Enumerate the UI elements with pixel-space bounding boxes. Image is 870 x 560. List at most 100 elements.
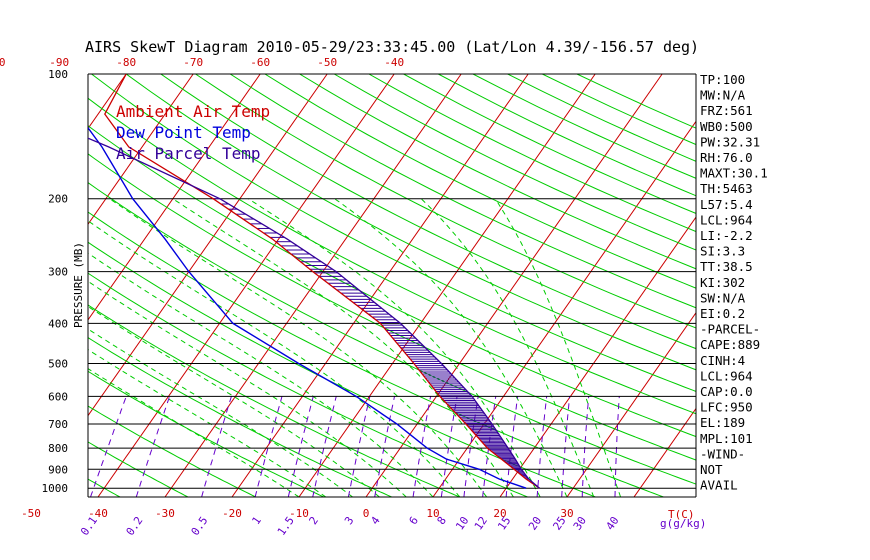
top-temp-label: -70: [183, 56, 203, 69]
bottom-temp-label: -50: [21, 507, 41, 520]
moist-adiabat-lines: [88, 198, 622, 497]
pressure-tick-label: 900: [48, 463, 68, 476]
index-entry: EL:189: [700, 415, 745, 430]
index-entry: CAP:0.0: [700, 384, 753, 399]
mixing-ratio-label: 10: [453, 514, 471, 532]
top-temp-tick-labels: -120-110-100-90-80-70-60-50-40: [0, 56, 404, 69]
dewpoint-temp-line: [88, 126, 527, 489]
isobar-lines: [87, 73, 697, 498]
pressure-tick-label: 200: [48, 193, 68, 206]
isotherm-line: [365, 74, 663, 497]
moist-adiabat-line: [88, 252, 434, 497]
dry-adiabat-line: [88, 241, 596, 497]
top-temp-label: -80: [116, 56, 136, 69]
dry-adiabat-line: [88, 370, 325, 497]
index-entry: CAPE:889: [700, 337, 760, 352]
mixing-ratio-label: 2: [307, 514, 321, 527]
cape-hatch: [213, 198, 529, 480]
bottom-temp-label: 30: [560, 507, 573, 520]
mixing-ratio-label: 25: [550, 514, 568, 532]
dry-adiabat-line: [88, 97, 696, 415]
dry-adiabat-line: [160, 74, 696, 350]
dry-adiabat-line: [88, 181, 696, 485]
x-axis-unit-label: T(C): [668, 508, 695, 521]
moist-adiabat-line: [88, 280, 407, 497]
dry-adiabat-line: [88, 304, 460, 497]
mixing-ratio-line: [287, 396, 314, 497]
mixing-ratio-line: [347, 396, 371, 497]
dry-adiabat-line: [88, 405, 257, 497]
bottom-temp-label: -40: [88, 507, 108, 520]
mixing-ratio-label: 3: [342, 514, 356, 527]
legend-entry: Air Parcel Temp: [116, 144, 261, 163]
mixing-ratio-label: 8: [435, 514, 449, 527]
index-entry: PW:32.31: [700, 134, 760, 149]
bottom-temp-label: 20: [493, 507, 506, 520]
mixing-ratio-label: 20: [526, 514, 544, 532]
index-entry: RH:76.0: [700, 150, 753, 165]
pressure-tick-label: 500: [48, 358, 68, 371]
moist-adiabat-line: [88, 220, 461, 497]
isotherm-line: [432, 120, 696, 497]
index-entry: AVAIL: [700, 478, 738, 493]
pressure-tick-label: 700: [48, 418, 68, 431]
pressure-tick-label: 100: [48, 68, 68, 81]
y-axis-label: PRESSURE (MB): [72, 242, 85, 328]
dry-adiabat-line: [88, 125, 696, 438]
mixing-ratio-line: [561, 396, 571, 497]
index-entry: TP:100: [700, 72, 745, 87]
mixing-ratio-label: 6: [407, 514, 421, 527]
dry-adiabat-line: [333, 74, 696, 251]
mixing-ratio-line: [482, 396, 497, 497]
isotherm-line: [566, 311, 696, 497]
ambient-temp-line: [104, 74, 540, 489]
bottom-temp-label: -30: [155, 507, 175, 520]
mixing-ratio-line: [135, 396, 171, 497]
top-temp-label: -90: [49, 56, 69, 69]
index-entry: LCL:964: [700, 212, 753, 227]
mixing-ratio-line: [312, 396, 337, 497]
top-temp-label: -50: [317, 56, 337, 69]
dry-adiabat-line: [88, 272, 528, 497]
moist-adiabat-line: [88, 368, 300, 497]
bottom-temp-label: 0: [363, 507, 370, 520]
index-entry: -WIND-: [700, 446, 745, 461]
mixing-ratio-line: [201, 396, 232, 497]
index-entry: -PARCEL-: [700, 322, 760, 337]
mixing-ratio-label: 4: [368, 514, 383, 527]
mixing-ratio-line: [412, 396, 432, 497]
top-temp-label: -100: [0, 56, 5, 69]
dry-adiabat-line: [88, 478, 121, 497]
index-entry: SI:3.3: [700, 244, 745, 259]
isotherm-line: [633, 407, 696, 497]
stability-indices: TP:100MW:N/AFRZ:561WB0:500PW:32.31RH:76.…: [700, 72, 768, 493]
mixing-ratio-label: 40: [603, 514, 621, 532]
moist-adiabat-line: [248, 198, 541, 497]
moist-adiabat-line: [494, 198, 622, 497]
moist-adiabat-line: [88, 305, 380, 497]
dry-adiabat-line: [88, 337, 392, 497]
index-entry: MPL:101: [700, 431, 753, 446]
bottom-temp-label: -10: [289, 507, 309, 520]
bottom-temp-tick-labels: -50 -40 -30 -20 -10 0 10 20 30: [21, 507, 574, 520]
isotherm-line: [88, 74, 328, 417]
mixing-ratio-line: [536, 396, 548, 497]
legend-entry: Dew Point Temp: [116, 123, 251, 142]
dry-adiabat-line: [88, 153, 696, 461]
dry-adiabat-line: [195, 74, 696, 329]
mixing-ratio-label: 30: [571, 514, 589, 532]
moist-adiabat-line: [109, 198, 488, 497]
index-entry: LCL:964: [700, 368, 753, 383]
dry-adiabat-line: [88, 441, 189, 497]
plot-area: [87, 73, 697, 498]
sounding-series: [88, 74, 541, 489]
dry-adiabat-line: [88, 211, 664, 497]
index-entry: KI:302: [700, 275, 745, 290]
dry-adiabat-line: [229, 74, 696, 309]
mixing-ratio-lines: [90, 396, 620, 497]
mixing-ratio-label: 0.5: [189, 514, 211, 538]
index-entry: TT:38.5: [700, 259, 753, 274]
legend-entry: Ambient Air Temp: [116, 102, 270, 121]
legend: Ambient Air Temp Dew Point Temp Air Parcel…: [116, 102, 270, 163]
